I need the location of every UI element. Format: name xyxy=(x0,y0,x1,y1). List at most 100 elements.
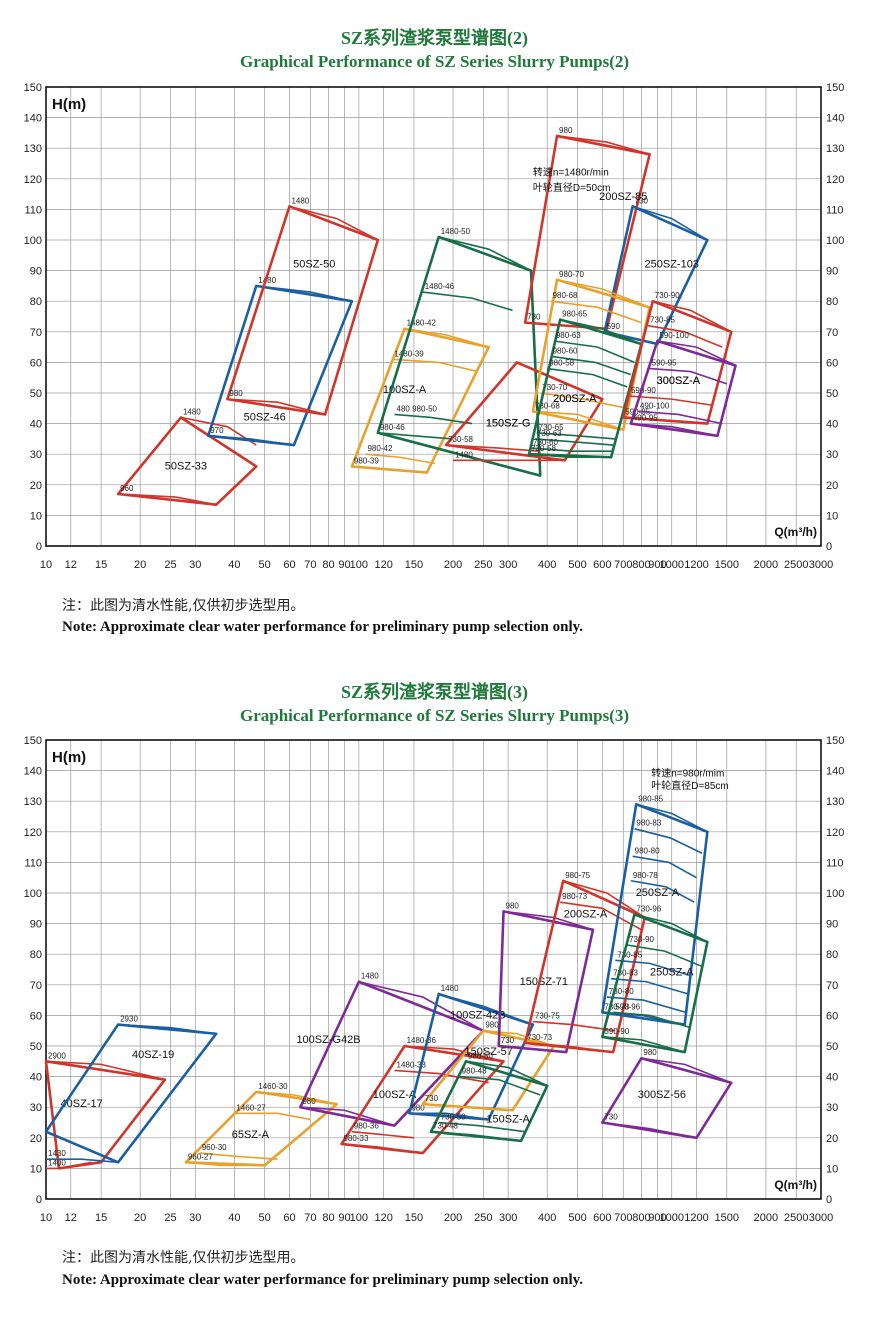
curve-label: 980-46 xyxy=(380,423,405,432)
series-100SZ-A: 1480-42 1480-39 980-42 980-39 100SZ-A xyxy=(350,319,490,474)
head-curve xyxy=(602,1036,685,1053)
curve-label: 730-63 xyxy=(537,429,562,438)
curve-label: 980-58 xyxy=(549,359,574,368)
head-curve xyxy=(438,236,532,272)
head-curve xyxy=(532,1020,616,1032)
x-tick-label: 150 xyxy=(405,1212,423,1224)
y-tick-label-right: 60 xyxy=(826,357,838,369)
curve-label: 980-80 xyxy=(635,846,660,855)
series-label: 50SZ-46 xyxy=(244,412,286,424)
curve-label: 730-85 xyxy=(617,950,642,959)
head-curve xyxy=(647,324,723,348)
head-curve xyxy=(208,435,295,446)
y-tick-label-left: 0 xyxy=(36,1194,42,1206)
curve-label: 980-78 xyxy=(633,871,658,880)
annotation: 叶轮直径D=50cm xyxy=(533,181,611,194)
y-tick-label-right: 20 xyxy=(826,1133,838,1145)
x-tick-label: 200 xyxy=(444,1212,462,1224)
head-curve xyxy=(632,205,708,241)
curve-label: 980-33 xyxy=(343,1134,368,1143)
curve-label: 730 xyxy=(604,1113,618,1122)
series-250SZ-A: 730-96 730-90 590-96 590-90 250SZ-A xyxy=(601,904,709,1054)
series-label: 250SZ-103 xyxy=(645,259,699,271)
head-curve xyxy=(394,1069,489,1084)
curve-label: 730-68 xyxy=(535,401,560,410)
y-tick-label-left: 50 xyxy=(30,388,42,400)
curve-label: 1480-36 xyxy=(407,1036,437,1045)
series-label: 250SZ-A xyxy=(650,967,694,979)
curve-label: 960-30 xyxy=(202,1143,227,1152)
curve-label: 730 xyxy=(527,313,541,322)
chart-2-title-cn: SZ系列渣浆泵型谱图(3) xyxy=(340,682,528,702)
series-label: 50SZ-50 xyxy=(293,259,335,271)
curve-label: 590-90 xyxy=(604,1027,629,1036)
x-tick-label: 80 xyxy=(322,559,334,571)
y-tick-label-left: 60 xyxy=(30,357,42,369)
head-curve xyxy=(46,1158,119,1164)
series-label: 300SZ-56 xyxy=(638,1089,686,1101)
series-outline xyxy=(206,284,354,447)
y-tick-label-left: 90 xyxy=(30,266,42,278)
x-tick-label: 70 xyxy=(304,1212,316,1224)
head-curve xyxy=(550,300,642,324)
head-curve xyxy=(351,465,427,474)
x-axis-label: Q(m³/h) xyxy=(774,525,817,539)
curve-label: 980 xyxy=(411,1103,425,1112)
head-curve xyxy=(613,1011,691,1029)
curve-label: 730-80 xyxy=(609,987,634,996)
chart-1-note-en: Note: Approximate clear water performanc… xyxy=(62,619,584,635)
curve-label: 2900 xyxy=(48,1051,66,1060)
series-outline xyxy=(116,416,258,506)
head-curve xyxy=(534,438,614,446)
x-tick-label: 60 xyxy=(283,1212,295,1224)
head-curve xyxy=(536,431,616,440)
curve-label: 960-27 xyxy=(188,1152,213,1161)
curve-label: 730-48 xyxy=(433,1122,458,1131)
head-curve xyxy=(422,291,513,312)
curve-label: 1400 xyxy=(48,1158,66,1167)
head-curve xyxy=(365,453,436,465)
series-label: 150SZ-A xyxy=(486,1114,530,1126)
head-curve xyxy=(392,358,479,373)
curve-label: 980 xyxy=(506,901,520,910)
y-tick-label-left: 140 xyxy=(24,766,42,778)
x-tick-label: 250 xyxy=(474,559,492,571)
head-curve xyxy=(550,355,632,376)
head-curve xyxy=(483,1029,555,1047)
annotation: 转速n=1480r/min xyxy=(533,166,609,179)
curve-label: 730-90 xyxy=(629,935,654,944)
series-50SZ-50: 1480 980 50SZ-50 xyxy=(226,196,380,416)
head-curve xyxy=(630,879,695,903)
head-curve xyxy=(422,1103,513,1112)
head-curve xyxy=(637,410,723,425)
curve-label: 1480 xyxy=(258,276,276,285)
y-tick-label-right: 60 xyxy=(826,1010,838,1022)
curve-label: 980-50 xyxy=(468,1051,493,1060)
curve-label: 1480-46 xyxy=(425,282,455,291)
x-tick-label: 20 xyxy=(134,559,146,571)
head-curve xyxy=(553,340,635,364)
y-tick-label-left: 0 xyxy=(36,541,42,553)
x-tick-label: 80 xyxy=(322,1212,334,1224)
x-tick-label: 15 xyxy=(95,1212,107,1224)
curve-label: 970 xyxy=(210,426,224,435)
curve-label: 590-90 xyxy=(631,386,656,395)
head-curve xyxy=(657,340,736,367)
curve-label: 1480-39 xyxy=(394,349,424,358)
series-100SZ-A: 1480-36 1480-33 980-36 980-33 100SZ-A xyxy=(340,1036,505,1155)
y-tick-label-right: 50 xyxy=(826,388,838,400)
curve-label: 1480 xyxy=(291,196,309,205)
annotation: 叶轮直径D=85cm xyxy=(651,779,729,792)
curve-label: 980-75 xyxy=(565,871,590,880)
curve-label: 980 xyxy=(485,1021,499,1030)
head-curve xyxy=(404,327,489,348)
x-tick-label: 120 xyxy=(374,559,392,571)
y-tick-label-right: 150 xyxy=(826,735,844,747)
head-curve xyxy=(626,944,703,968)
series-label: 200SZ-A xyxy=(553,393,597,405)
head-curve xyxy=(563,879,646,919)
series-label: 65SZ-A xyxy=(232,1129,270,1141)
x-tick-label: 250 xyxy=(474,1212,492,1224)
curve-label: 730 xyxy=(635,196,649,205)
head-curve xyxy=(636,803,708,833)
